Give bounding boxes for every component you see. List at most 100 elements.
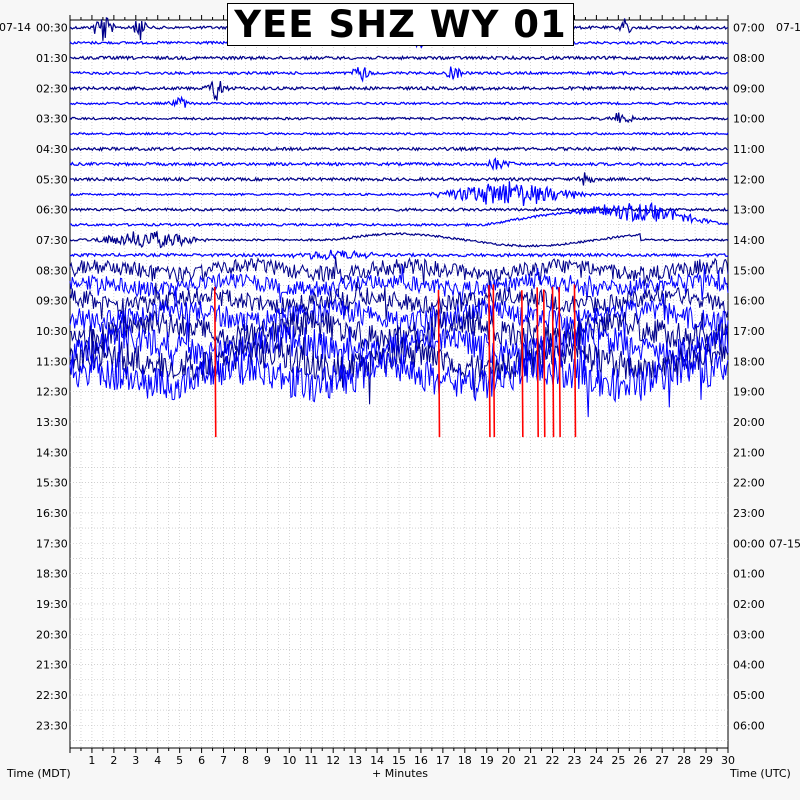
right-hour-label: 06:00 <box>733 719 765 732</box>
x-tick-label: 23 <box>567 754 581 767</box>
left-hour-label: 19:30 <box>36 598 68 611</box>
x-tick-label: 27 <box>655 754 669 767</box>
left-date-label: 07-14 <box>0 21 31 34</box>
right-hour-label: 18:00 <box>733 355 765 368</box>
right-hour-label: 12:00 <box>733 173 765 186</box>
trace-row <box>69 281 729 324</box>
right-hour-label: 05:00 <box>733 689 765 702</box>
left-hour-label: 04:30 <box>36 143 68 156</box>
chart-title: YEE SHZ WY 01 <box>234 3 567 46</box>
clipped-spike <box>521 290 524 438</box>
trace-row <box>69 66 729 83</box>
right-hour-label: 21:00 <box>733 446 765 459</box>
clipped-spike <box>488 285 491 438</box>
left-hour-label: 06:30 <box>36 204 68 217</box>
x-tick-label: 2 <box>110 754 117 767</box>
x-tick-label: 7 <box>220 754 227 767</box>
x-tick-label: 28 <box>677 754 691 767</box>
left-hour-label: 08:30 <box>36 264 68 277</box>
left-hour-label: 21:30 <box>36 659 68 672</box>
trace-row <box>69 157 729 172</box>
right-hour-label: 11:00 <box>733 143 765 156</box>
right-hour-label: 20:00 <box>733 416 765 429</box>
trace-row <box>69 256 729 289</box>
right-hour-label: 14:00 <box>733 234 765 247</box>
left-hour-label: 09:30 <box>36 295 68 308</box>
x-tick-label: 13 <box>348 754 362 767</box>
x-axis-label: + Minutes <box>372 767 428 780</box>
right-hour-label: 13:00 <box>733 204 765 217</box>
left-hour-label: 15:30 <box>36 477 68 490</box>
left-hour-label: 22:30 <box>36 689 68 702</box>
right-hour-label: 16:00 <box>733 295 765 308</box>
trace-row <box>69 131 729 136</box>
x-tick-label: 25 <box>611 754 625 767</box>
trace-row <box>69 231 729 249</box>
x-tick-label: 9 <box>264 754 271 767</box>
right-hour-label: 03:00 <box>733 628 765 641</box>
x-tick-label: 20 <box>502 754 516 767</box>
trace-row <box>69 54 729 61</box>
x-tick-label: 29 <box>699 754 713 767</box>
clipped-spike <box>492 284 496 438</box>
x-tick-label: 11 <box>304 754 318 767</box>
left-hour-label: 00:30 <box>36 22 68 35</box>
x-tick-label: 12 <box>326 754 340 767</box>
x-tick-label: 18 <box>458 754 472 767</box>
trace-row <box>69 145 729 152</box>
x-tick-label: 16 <box>414 754 428 767</box>
trace-row <box>69 265 729 305</box>
left-hour-label: 16:30 <box>36 507 68 520</box>
clipped-spike <box>558 287 561 438</box>
x-tick-label: 17 <box>436 754 450 767</box>
x-tick-label: 6 <box>198 754 205 767</box>
right-hour-label: 10:00 <box>733 113 765 126</box>
x-tick-label: 8 <box>242 754 249 767</box>
left-hour-label: 03:30 <box>36 113 68 126</box>
clipped-traces <box>213 284 577 438</box>
trace-row <box>69 181 729 206</box>
right-hour-label: 17:00 <box>733 325 765 338</box>
x-tick-label: 3 <box>132 754 139 767</box>
x-tick-labels: 1 2 3 4 5 6 7 8 9 10 11 12 13 14 15 16 17 18 19 20 21 22 23 24 2… <box>88 754 735 767</box>
right-hour-label: 01:00 <box>733 568 765 581</box>
trace-row <box>69 95 729 108</box>
left-hour-label: 17:30 <box>36 537 68 550</box>
clipped-spike <box>536 287 539 438</box>
clipped-spike <box>213 286 217 438</box>
right-hour-label: 07:00 <box>733 22 765 35</box>
right-hour-label: 23:00 <box>733 507 765 520</box>
trace-row <box>69 81 729 101</box>
right-hour-label: 15:00 <box>733 264 765 277</box>
x-tick-label: 4 <box>154 754 161 767</box>
left-hour-label: 11:30 <box>36 355 68 368</box>
left-hour-label: 05:30 <box>36 173 68 186</box>
right-date-label-top: 07-1 <box>776 21 800 34</box>
x-tick-label: 1 <box>88 754 95 767</box>
right-date-label-mid: 07-15 <box>769 537 800 550</box>
right-hour-label: 09:00 <box>733 82 765 95</box>
clipped-spike <box>573 284 577 438</box>
left-hour-label: 20:30 <box>36 628 68 641</box>
x-tick-label: 22 <box>546 754 560 767</box>
trace-row <box>69 249 729 261</box>
left-hour-label: 10:30 <box>36 325 68 338</box>
left-hour-labels: 00:30 01:30 02:30 03:30 04:30 05:30 06:30 07:30… <box>36 22 68 733</box>
trace-row <box>69 206 729 213</box>
x-tick-label: 26 <box>633 754 647 767</box>
left-hour-label: 23:30 <box>36 719 68 732</box>
trace-row <box>69 112 729 124</box>
trace-row <box>69 201 729 228</box>
title-box: YEE SHZ WY 01 <box>227 3 574 46</box>
x-tick-label: 10 <box>282 754 296 767</box>
left-axis-title: Time (MDT) <box>6 767 71 780</box>
right-hour-labels: 07:00 08:00 09:00 10:00 11:00 12:00 13:00 14:00… <box>733 22 800 733</box>
right-hour-label: 22:00 <box>733 477 765 490</box>
trace-row <box>69 330 729 418</box>
trace-row <box>69 305 729 361</box>
x-tick-label: 30 <box>721 754 735 767</box>
right-axis-title: Time (UTC) <box>729 767 791 780</box>
clipped-spike <box>542 289 546 438</box>
right-hour-label: 04:00 <box>733 659 765 672</box>
